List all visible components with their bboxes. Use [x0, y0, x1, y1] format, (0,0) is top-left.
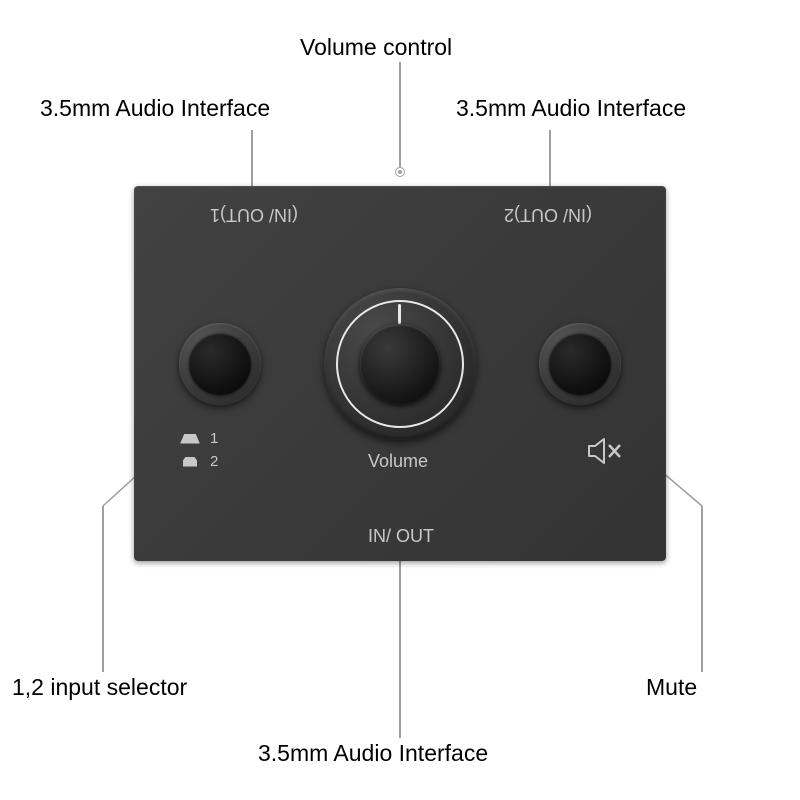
selector-label-2: 2	[210, 453, 218, 470]
leader-line	[399, 62, 401, 168]
callout-audio-interface-bottom: 3.5mm Audio Interface	[258, 740, 488, 767]
callout-audio-interface-right: 3.5mm Audio Interface	[456, 95, 686, 122]
leader-dot	[395, 167, 405, 177]
callout-input-selector: 1,2 input selector	[12, 674, 187, 701]
button-cap	[189, 333, 251, 395]
callout-volume-control: Volume control	[300, 34, 452, 61]
selector-label-1: 1	[210, 430, 218, 447]
selector-symbol: 1 2	[176, 430, 236, 476]
callout-mute: Mute	[646, 674, 697, 701]
volume-label: Volume	[368, 451, 428, 472]
input-selector-button[interactable]	[179, 323, 261, 405]
mute-button[interactable]	[539, 323, 621, 405]
knob-indicator	[398, 304, 401, 324]
port-label-2: (IN/ OUT)2	[504, 204, 592, 225]
knob-cap	[360, 324, 440, 404]
leader-line	[399, 555, 401, 738]
inout-label: IN/ OUT	[368, 526, 434, 547]
audio-device-body: (IN/ OUT)1 (IN/ OUT)2 1 2 Volume I	[134, 186, 666, 561]
button-cap	[549, 333, 611, 395]
volume-knob[interactable]	[324, 288, 476, 440]
callout-audio-interface-left: 3.5mm Audio Interface	[40, 95, 270, 122]
leader-line	[701, 506, 703, 672]
leader-line	[102, 506, 104, 672]
mute-icon	[588, 437, 624, 465]
port-label-1: (IN/ OUT)1	[210, 204, 298, 225]
